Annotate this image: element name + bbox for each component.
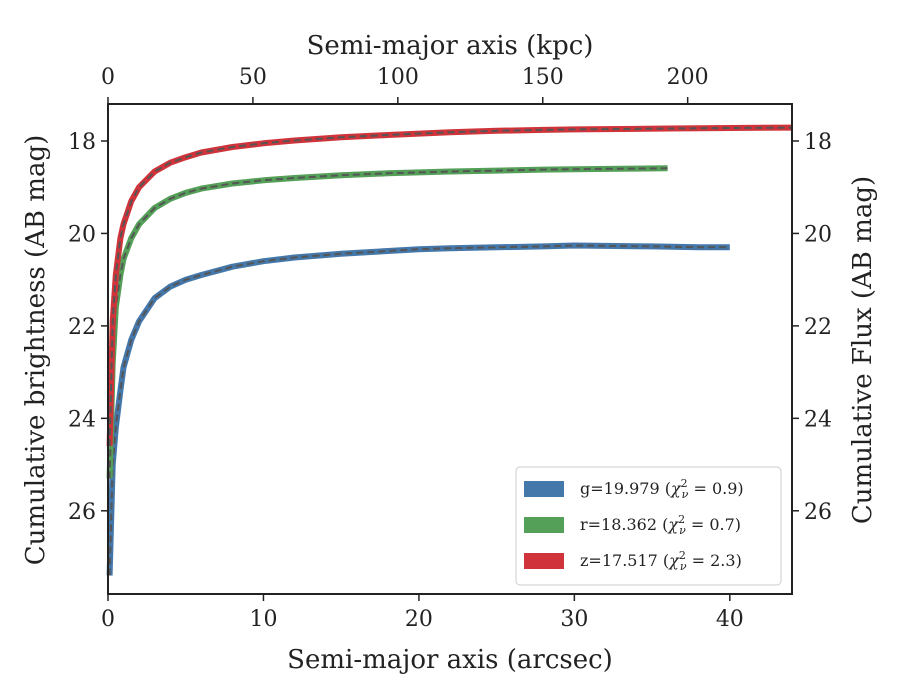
right-y-tick-label: 20: [804, 222, 832, 247]
legend-label: z=17.517 (χ2 ν = 2.3): [580, 549, 742, 573]
legend-label: g=19.979 (χ2 ν = 0.9): [580, 477, 744, 501]
right-y-tick-label: 22: [804, 315, 832, 340]
x-tick-label: 30: [560, 607, 588, 632]
series-g-model-line: [108, 244, 730, 576]
x-tick-label: 10: [249, 607, 277, 632]
series-r-model-line: [108, 167, 668, 479]
x-tick-label: 0: [101, 607, 115, 632]
y-tick-label: 22: [68, 315, 96, 340]
y-tick-label: 24: [68, 407, 96, 432]
right-y-axis: 18 20 22 24 26: [792, 130, 832, 525]
top-x-tick-label: 200: [667, 65, 709, 90]
right-y-axis-title: Cumulative Flux (AB mag): [848, 176, 878, 524]
y-axis-title: Cumulative brightness (AB mag): [21, 135, 51, 566]
series-z-model-line: [108, 126, 793, 447]
top-x-tick-label: 100: [377, 65, 419, 90]
top-x-tick-label: 50: [239, 65, 267, 90]
legend-label: r=18.362 (χ2 ν = 0.7): [580, 513, 741, 537]
top-x-axis-title: Semi-major axis (kpc): [307, 31, 594, 61]
top-x-tick-label: 0: [101, 65, 115, 90]
axes-frame: [107, 103, 793, 595]
top-x-axis: 0 50 100 150 200: [101, 65, 709, 104]
legend: g=19.979 (χ2 ν = 0.9) r=18.362 (χ2 ν = 0.7)…: [515, 466, 782, 586]
plot-area: [106, 124, 793, 576]
legend-box: [515, 466, 782, 586]
legend-swatch: [524, 517, 564, 533]
y-tick-label: 18: [68, 130, 96, 155]
x-tick-label: 40: [716, 607, 744, 632]
legend-swatch: [524, 553, 564, 569]
series-r-line: [106, 165, 668, 479]
bottom-x-axis: 0 10 20 30 40: [101, 594, 744, 632]
y-tick-label: 26: [68, 500, 96, 525]
series-z-line: [106, 124, 793, 447]
right-y-tick-label: 26: [804, 500, 832, 525]
x-axis-title: Semi-major axis (arcsec): [287, 645, 613, 675]
right-y-tick-label: 24: [804, 407, 832, 432]
y-tick-label: 20: [68, 222, 96, 247]
top-x-tick-label: 150: [522, 65, 564, 90]
right-y-tick-label: 18: [804, 130, 832, 155]
x-tick-label: 20: [405, 607, 433, 632]
legend-swatch: [524, 481, 564, 497]
left-y-axis: 18 20 22 24 26: [68, 130, 108, 525]
